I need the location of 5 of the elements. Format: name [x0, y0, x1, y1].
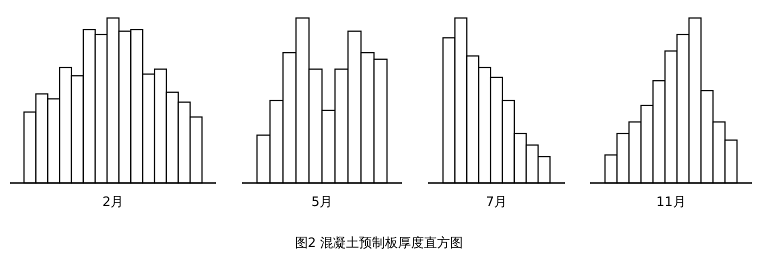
- x-axis-title: 7月: [486, 195, 508, 210]
- x-axis-title: 11月: [656, 195, 686, 210]
- x-axis-title: 5月: [311, 195, 333, 210]
- caption: 图2 混凝土预制板厚度直方图: [294, 235, 464, 251]
- x-axis-title: 2月: [102, 195, 124, 210]
